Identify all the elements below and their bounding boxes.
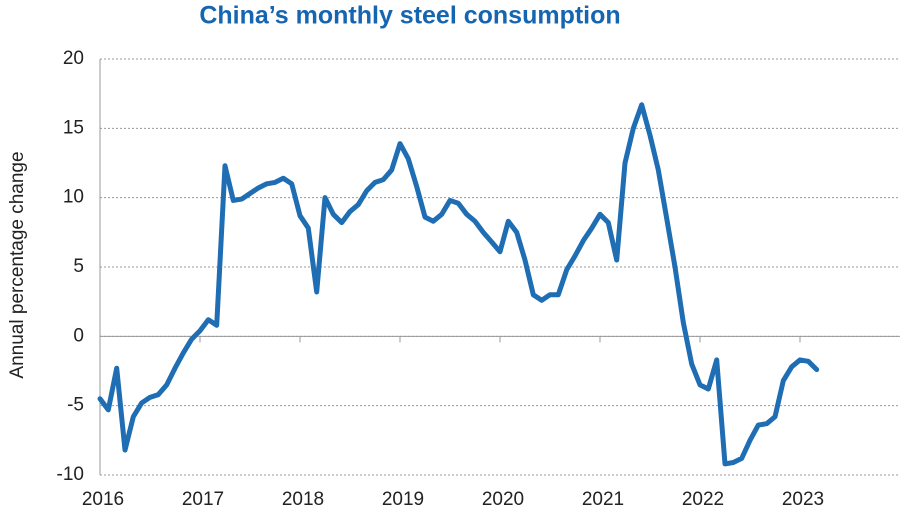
x-tick-label: 2021 (582, 489, 624, 510)
x-tick-label: 2020 (482, 489, 524, 510)
x-tick-label: 2018 (282, 489, 324, 510)
y-tick-label: 5 (73, 256, 84, 277)
y-tick-label: 20 (63, 48, 84, 69)
x-tick-label: 2019 (382, 489, 424, 510)
y-tick-label: -5 (67, 395, 84, 416)
y-axis-label: Annual percentage change (7, 151, 28, 378)
x-tick-label: 2016 (82, 489, 124, 510)
y-tick-label: 0 (73, 325, 84, 346)
x-tick-label: 2017 (182, 489, 224, 510)
x-tick-label: 2022 (682, 489, 724, 510)
y-tick-label: 10 (63, 187, 84, 208)
x-tick-label: 2023 (782, 489, 824, 510)
chart-title: China’s monthly steel consumption (199, 2, 620, 30)
y-tick-label: 15 (63, 117, 84, 138)
data-line (97, 102, 820, 467)
y-tick-label: -10 (57, 464, 84, 485)
